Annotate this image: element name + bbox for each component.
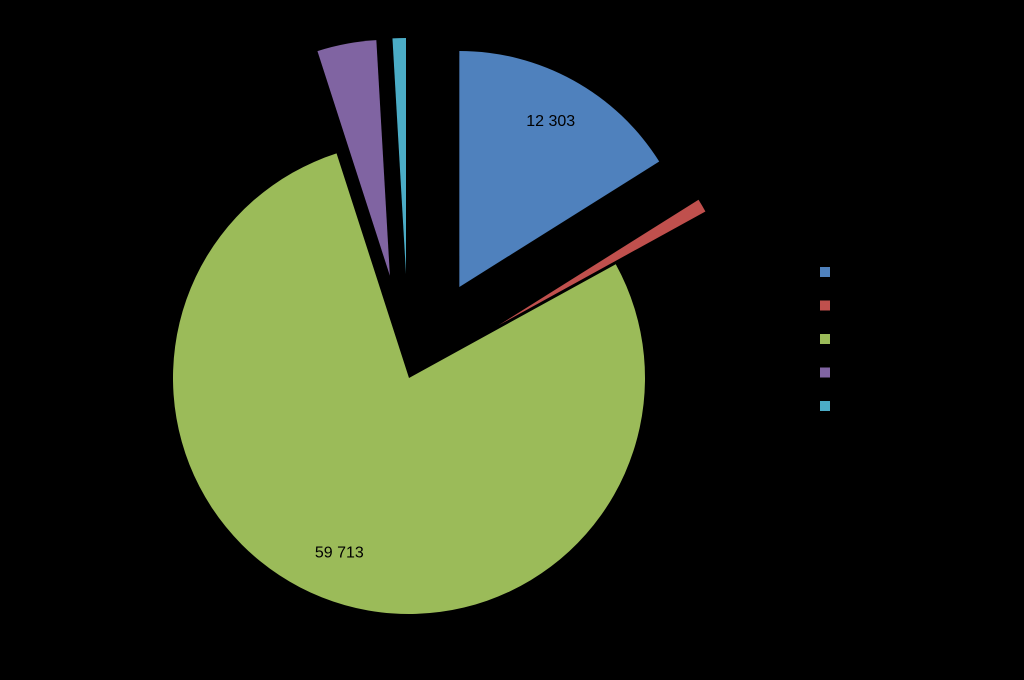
legend-swatch [820, 334, 830, 344]
data-label: 12 303 [526, 113, 575, 130]
pie-slice [392, 38, 407, 275]
pie-slice [498, 199, 706, 326]
pie-slice [317, 40, 390, 276]
legend-swatch [820, 367, 830, 378]
legend-swatch [820, 300, 830, 311]
pie-slice [459, 50, 660, 287]
legend-swatch [820, 401, 830, 411]
legend-swatch [820, 267, 830, 277]
pie-slice [173, 153, 645, 614]
data-label: 59 713 [315, 545, 364, 562]
